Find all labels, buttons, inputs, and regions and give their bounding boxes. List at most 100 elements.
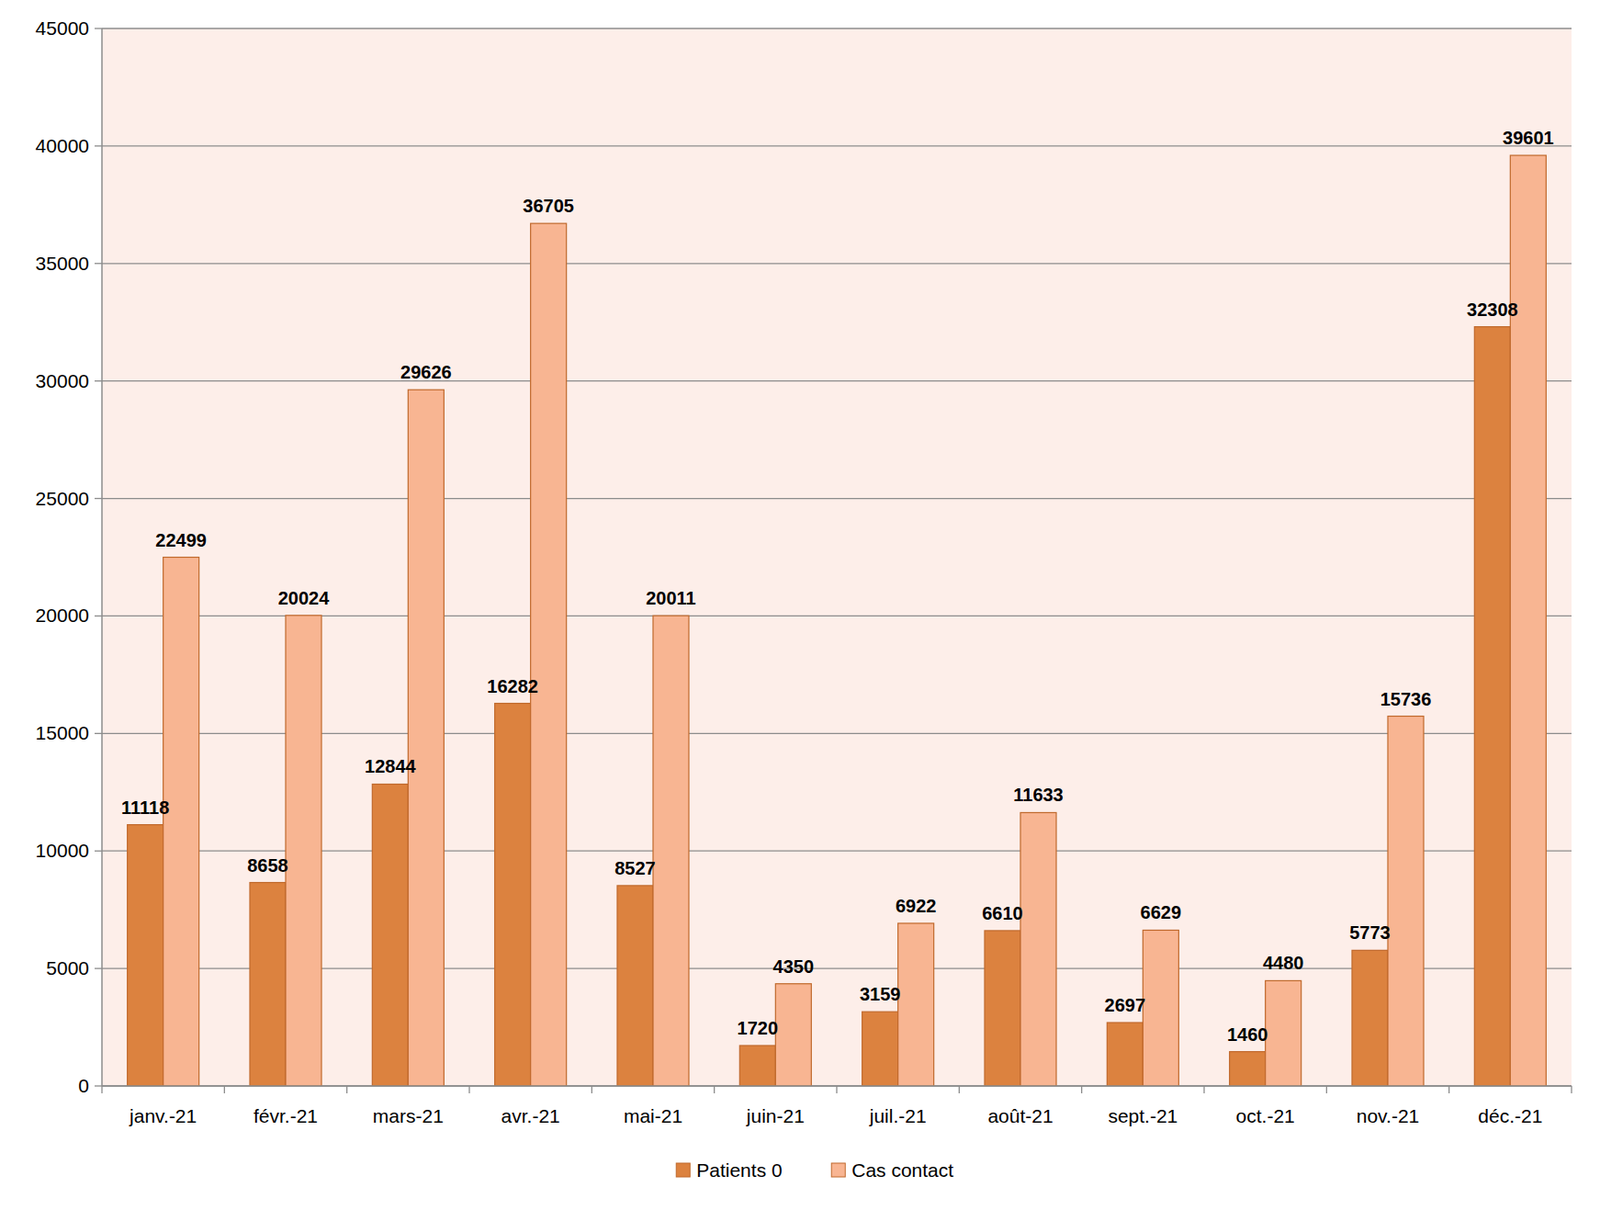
- y-tick-label: 0: [78, 1074, 90, 1096]
- legend: Patients 0 Cas contact: [676, 1159, 954, 1181]
- data-label: 3159: [859, 983, 902, 1004]
- y-tick-label: 20000: [35, 604, 90, 626]
- y-tick-label: 40000: [35, 135, 90, 157]
- x-tick-label: juil.-21: [868, 1104, 927, 1127]
- data-label: 32308: [1466, 299, 1519, 320]
- bar: [898, 923, 935, 1086]
- x-tick: [958, 1085, 960, 1093]
- x-tick-label: nov.-21: [1356, 1104, 1420, 1127]
- y-tick: [94, 380, 102, 382]
- data-label: 11118: [121, 797, 170, 818]
- bar: [1020, 811, 1057, 1086]
- grid-line: [101, 380, 1572, 382]
- y-tick-label: 5000: [45, 957, 90, 979]
- data-label: 1720: [737, 1017, 779, 1038]
- chart-root: 0 5000 10000 15000 20000 25000 30000 35000 40000…: [0, 0, 1600, 1210]
- data-label: 16282: [486, 676, 539, 697]
- data-label: 8527: [614, 857, 656, 879]
- y-tick: [94, 145, 102, 147]
- y-tick: [94, 1084, 102, 1086]
- y-axis: [101, 28, 103, 1086]
- y-tick-label: 35000: [35, 252, 90, 274]
- data-label: 6610: [981, 902, 1024, 924]
- x-tick-label: mars-21: [372, 1104, 444, 1127]
- data-label: 6629: [1140, 901, 1183, 923]
- data-label: 39601: [1502, 127, 1555, 148]
- grid-line: [101, 145, 1572, 147]
- bar: [1352, 949, 1388, 1086]
- grid-line: [101, 497, 1572, 499]
- data-label: 4350: [773, 956, 815, 977]
- legend-swatch: [676, 1162, 690, 1177]
- x-tick-label: avr.-21: [501, 1104, 561, 1127]
- legend-label: Cas contact: [851, 1159, 954, 1181]
- bar: [1229, 1051, 1266, 1086]
- grid-line: [101, 850, 1572, 852]
- bar: [1387, 716, 1424, 1086]
- y-tick-label: 10000: [35, 839, 90, 861]
- grid-line: [101, 262, 1572, 264]
- data-label: 36705: [522, 195, 575, 216]
- bar: [163, 557, 200, 1086]
- bar: [371, 783, 408, 1086]
- y-tick-label: 30000: [35, 370, 90, 392]
- data-label: 1460: [1227, 1024, 1269, 1045]
- chart: 0 5000 10000 15000 20000 25000 30000 35000 40000…: [0, 0, 1600, 1210]
- x-tick: [1203, 1085, 1205, 1093]
- data-label: 2697: [1104, 994, 1147, 1015]
- data-label: 12844: [364, 755, 417, 777]
- bar: [249, 882, 286, 1086]
- grid-line: [101, 967, 1572, 969]
- y-tick-label: 45000: [35, 17, 90, 39]
- bar: [739, 1045, 776, 1086]
- bars: [127, 155, 1547, 1086]
- bar: [285, 615, 322, 1086]
- x-tick-label: juin-21: [745, 1104, 805, 1127]
- x-tick: [101, 1085, 102, 1093]
- x-tick: [713, 1085, 715, 1093]
- data-label: 29626: [400, 361, 452, 383]
- grid-line: [101, 615, 1572, 617]
- x-tick-label: févr.-21: [253, 1104, 318, 1127]
- x-tick: [1326, 1085, 1328, 1093]
- grid-line: [101, 27, 1572, 29]
- y-tick-label: 25000: [35, 487, 90, 509]
- x-tick: [224, 1085, 226, 1093]
- bar: [530, 223, 567, 1086]
- y-tick: [94, 732, 102, 734]
- x-tick: [1448, 1085, 1450, 1093]
- data-label: 6922: [895, 895, 937, 916]
- y-tick: [94, 850, 102, 852]
- x-tick-label: janv.-21: [128, 1104, 197, 1127]
- legend-label: Patients 0: [696, 1159, 782, 1181]
- x-tick: [591, 1085, 593, 1093]
- legend-swatch: [831, 1162, 846, 1177]
- data-label: 11633: [1013, 784, 1064, 805]
- bar: [1265, 980, 1302, 1086]
- bar: [127, 824, 164, 1086]
- y-tick: [94, 27, 102, 29]
- data-label: 4480: [1262, 952, 1305, 973]
- x-tick: [1570, 1085, 1572, 1093]
- data-label: 15736: [1380, 688, 1432, 710]
- bar: [984, 930, 1021, 1086]
- grid-line: [101, 732, 1572, 734]
- y-tick: [94, 615, 102, 617]
- y-tick: [94, 967, 102, 969]
- x-tick: [468, 1085, 470, 1093]
- bar: [407, 389, 444, 1086]
- bar: [1106, 1022, 1143, 1086]
- x-tick-label: oct.-21: [1236, 1104, 1296, 1127]
- y-tick-label: 15000: [35, 721, 90, 744]
- bar: [862, 1011, 899, 1086]
- x-tick-label: sept.-21: [1107, 1104, 1178, 1127]
- bar: [653, 615, 689, 1086]
- plot-background: [101, 28, 1572, 1086]
- bar: [1474, 326, 1510, 1086]
- y-tick: [94, 497, 102, 499]
- x-tick: [1081, 1085, 1082, 1093]
- bar: [1509, 155, 1546, 1086]
- x-tick-label: mai-21: [623, 1104, 683, 1127]
- x-tick-label: août-21: [987, 1104, 1053, 1127]
- data-label: 20011: [645, 587, 697, 609]
